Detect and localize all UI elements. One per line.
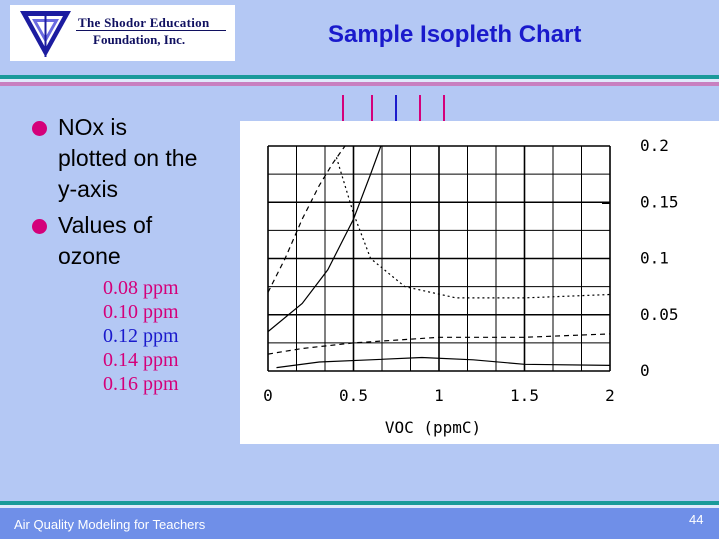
bullet-item: Values of ozone — [30, 210, 198, 272]
y-tick-label: 0 — [640, 361, 650, 380]
isopleth-line-3 — [335, 157, 611, 299]
y-tick-label: 0.15 — [640, 192, 679, 211]
isopleth-chart-panel: 0 0.5 1 1.5 2 0 0.05 0.1 0.15 0.2 VOC (ppmC) — [240, 121, 719, 444]
ozone-value-list: 0.08 ppm 0.10 ppm 0.12 ppm 0.14 ppm 0.16… — [30, 276, 230, 396]
bullet-list: NOx is plotted on the y-axis Values of o… — [30, 112, 230, 396]
header-band-teal — [0, 75, 719, 79]
ozone-value-item: 0.16 ppm — [103, 373, 179, 395]
x-tick-label: 0.5 — [339, 386, 368, 405]
x-tick-label: 1 — [434, 386, 444, 405]
header-band-magenta — [0, 82, 719, 86]
isopleth-chart: 0 0.5 1 1.5 2 0 0.05 0.1 0.15 0.2 VOC (ppmC) — [263, 136, 679, 437]
logo-text-line2: Foundation, Inc. — [93, 32, 186, 47]
y-tick-label: 0.2 — [640, 136, 669, 155]
ozone-value-item: 0.08 ppm — [103, 277, 179, 299]
logo-divider — [76, 30, 226, 31]
bullet-dot-icon — [32, 219, 47, 234]
isopleth-line-2 — [267, 145, 382, 333]
ozone-value-item: 0.10 ppm — [103, 301, 179, 323]
bullet-dot-icon — [32, 121, 47, 136]
header-band-light — [0, 79, 719, 82]
isopleth-line-5 — [267, 333, 611, 355]
logo-text-line1: The Shodor Education — [78, 15, 210, 30]
x-tick-label: 0 — [263, 386, 273, 405]
isopleth-line-4 — [276, 356, 611, 369]
bullet-text: Values of ozone — [58, 212, 153, 269]
footer-band-light — [0, 505, 719, 508]
x-tick-label: 1.5 — [510, 386, 539, 405]
x-axis-label: VOC (ppmC) — [385, 418, 481, 437]
page-number: 44 — [689, 512, 704, 527]
footer-band-teal — [0, 501, 719, 505]
slide-title: Sample Isopleth Chart — [328, 21, 582, 48]
y-tick-label: 0.05 — [640, 305, 679, 324]
course-title: Air Quality Modeling for Teachers — [14, 517, 206, 532]
ozone-value-item: 0.14 ppm — [103, 349, 179, 371]
bullet-text: NOx is plotted on the y-axis — [58, 114, 198, 202]
bullet-item: NOx is plotted on the y-axis — [30, 112, 198, 205]
chart-grid — [267, 145, 611, 372]
shodor-logo-icon — [20, 11, 71, 57]
isopleth-line-1 — [267, 145, 346, 293]
ozone-value-item: 0.12 ppm — [103, 325, 179, 347]
footer-band-blue — [0, 508, 719, 539]
x-tick-label: 2 — [605, 386, 615, 405]
shodor-logo: The Shodor Education Foundation, Inc. — [10, 5, 235, 61]
y-tick-label: 0.1 — [640, 249, 669, 268]
